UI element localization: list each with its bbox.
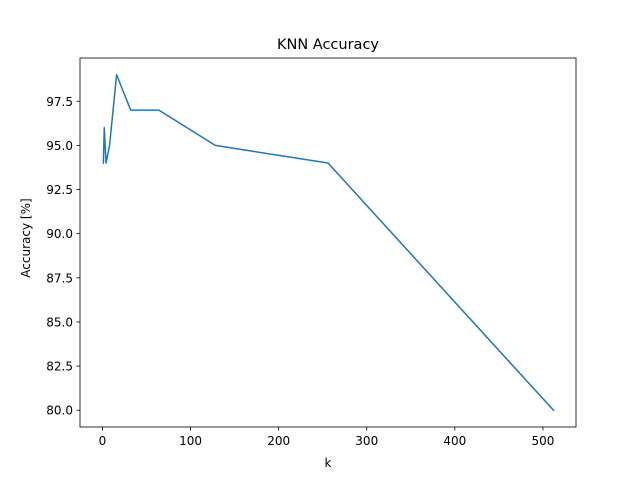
axes-frame <box>79 57 577 428</box>
y-tick-label: 80.0 <box>46 404 73 418</box>
series-line-0 <box>102 74 555 412</box>
x-tick-label: 500 <box>531 434 554 448</box>
x-tick-label: 300 <box>355 434 378 448</box>
x-axis-title: k <box>325 456 332 470</box>
y-axis-title: Accuracy [%] <box>19 198 33 277</box>
y-tick-label: 92.5 <box>46 183 73 197</box>
y-tick-label: 85.0 <box>46 315 73 329</box>
axis-ticks: 0 100 200 300 400 500 80.0 82.5 85.0 87.5 90.0 92.5… <box>46 95 554 448</box>
y-tick-label: 87.5 <box>46 271 73 285</box>
x-tick-label: 400 <box>443 434 466 448</box>
plot-area <box>79 57 577 428</box>
x-tick-label: 100 <box>179 434 202 448</box>
y-tick-label: 90.0 <box>46 227 73 241</box>
x-tick-label: 0 <box>99 434 107 448</box>
y-tick-label: 95.0 <box>46 139 73 153</box>
y-tick-label: 82.5 <box>46 360 73 374</box>
x-tick-label: 200 <box>267 434 290 448</box>
y-tick-label: 97.5 <box>46 95 73 109</box>
chart-title: KNN Accuracy <box>277 37 379 53</box>
